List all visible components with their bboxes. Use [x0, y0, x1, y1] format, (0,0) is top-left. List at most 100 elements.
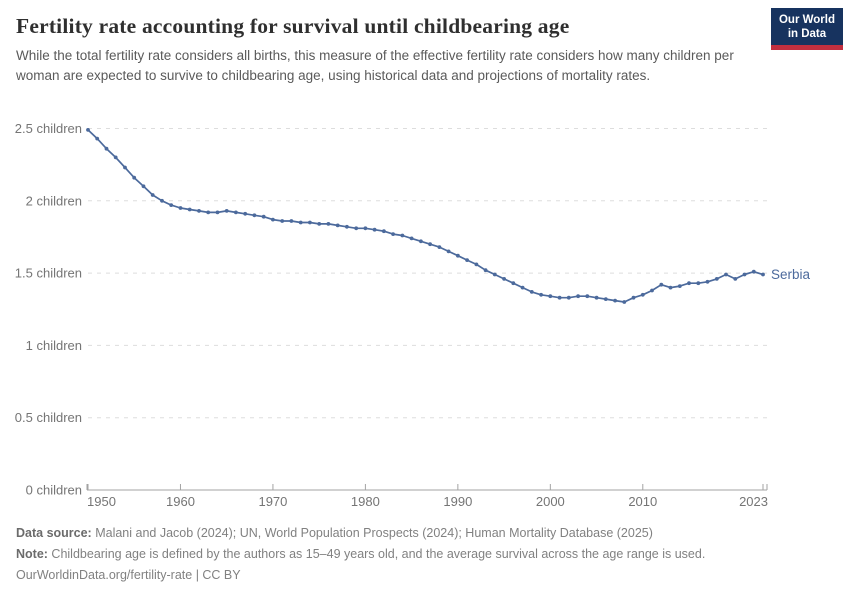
data-point[interactable] — [354, 226, 359, 231]
data-point[interactable] — [308, 220, 312, 225]
serbia-data-line[interactable] — [86, 128, 765, 304]
data-point[interactable] — [622, 300, 627, 304]
data-point[interactable] — [224, 209, 229, 213]
x-axis-tick-labels: 1950 1960 1970 1980 1990 2000 2010 2023 — [87, 494, 768, 509]
license-line: OurWorldinData.org/fertility-rate | CC B… — [16, 568, 241, 582]
data-point[interactable] — [724, 272, 728, 277]
data-point[interactable] — [557, 295, 562, 300]
data-source-label: Data source: — [16, 526, 92, 540]
data-point[interactable] — [751, 269, 756, 274]
data-point[interactable] — [742, 272, 747, 277]
y-tick-label: 1 children — [26, 338, 82, 353]
data-point[interactable] — [141, 184, 146, 189]
x-tick-label: 2000 — [536, 494, 565, 509]
data-point[interactable] — [104, 146, 109, 151]
data-point[interactable] — [215, 210, 220, 215]
data-point[interactable] — [520, 285, 525, 290]
serbia-label-text[interactable]: Serbia — [771, 267, 811, 282]
data-point[interactable] — [400, 233, 405, 238]
y-axis-tick-labels: 0 children 0.5 children 1 children 1.5 chil… — [15, 121, 82, 498]
data-point[interactable] — [326, 222, 331, 226]
data-point[interactable] — [594, 295, 599, 300]
data-point[interactable] — [261, 214, 266, 219]
data-point[interactable] — [640, 292, 645, 297]
data-point[interactable] — [631, 295, 636, 300]
data-point[interactable] — [437, 245, 442, 250]
owid-logo[interactable]: Our World in Data — [770, 8, 843, 50]
data-point[interactable] — [206, 210, 211, 215]
data-point[interactable] — [613, 298, 617, 303]
serbia-line[interactable] — [87, 129, 764, 303]
data-point[interactable] — [446, 249, 451, 254]
data-point[interactable] — [150, 193, 155, 197]
data-point[interactable] — [668, 285, 673, 290]
data-point[interactable] — [409, 236, 414, 241]
data-point[interactable] — [511, 281, 516, 286]
data-point[interactable] — [169, 203, 174, 207]
y-tick-label: 2.5 children — [15, 121, 82, 136]
data-point[interactable] — [492, 272, 497, 277]
owid-logo-line2: in Data — [787, 28, 827, 40]
data-point[interactable] — [243, 211, 248, 216]
data-point[interactable] — [178, 206, 183, 210]
data-point[interactable] — [345, 224, 349, 229]
data-point[interactable] — [271, 217, 275, 222]
data-point[interactable] — [566, 295, 571, 300]
data-point[interactable] — [86, 128, 90, 132]
data-point[interactable] — [585, 294, 590, 299]
data-point[interactable] — [289, 219, 294, 223]
serbia-entity-label[interactable]: Serbia — [771, 267, 811, 282]
data-point[interactable] — [677, 284, 682, 288]
data-point[interactable] — [761, 272, 765, 277]
chart-footer: Data source: Malani and Jacob (2024); UN… — [0, 515, 850, 586]
data-point[interactable] — [465, 258, 469, 262]
data-point[interactable] — [335, 223, 340, 228]
data-point[interactable] — [474, 262, 479, 267]
data-point[interactable] — [428, 242, 432, 247]
data-point[interactable] — [714, 277, 719, 281]
data-point[interactable] — [650, 288, 654, 293]
data-point[interactable] — [234, 210, 238, 215]
data-point[interactable] — [733, 277, 738, 281]
data-point[interactable] — [363, 226, 368, 231]
data-point[interactable] — [113, 155, 118, 160]
y-tick-label: 1.5 children — [15, 266, 82, 281]
data-point[interactable] — [187, 207, 192, 212]
data-point[interactable] — [483, 268, 488, 273]
data-point[interactable] — [123, 165, 127, 170]
owid-logo-line1: Our World — [778, 14, 835, 26]
data-point[interactable] — [298, 220, 303, 225]
page-title: Fertility rate accounting for survival u… — [16, 14, 570, 38]
chart-header: Fertility rate accounting for survival u… — [0, 0, 850, 112]
fertility-line-chart[interactable]: 0 children 0.5 children 1 children 1.5 chil… — [0, 112, 850, 510]
data-point[interactable] — [696, 281, 701, 286]
data-point[interactable] — [160, 198, 164, 203]
data-point[interactable] — [95, 136, 100, 141]
data-point[interactable] — [659, 282, 664, 287]
data-point[interactable] — [502, 277, 506, 281]
data-point[interactable] — [548, 294, 553, 299]
x-tick-label: 2023 — [739, 494, 768, 509]
data-point[interactable] — [419, 239, 423, 244]
note-line: Note: Childbearing age is defined by the… — [16, 544, 834, 565]
data-point[interactable] — [687, 281, 691, 286]
data-point[interactable] — [603, 297, 608, 301]
data-point[interactable] — [317, 222, 322, 226]
data-point[interactable] — [280, 219, 285, 223]
x-tick-label: 1960 — [166, 494, 195, 509]
data-point[interactable] — [529, 290, 534, 294]
data-point[interactable] — [705, 279, 710, 284]
data-point[interactable] — [456, 253, 460, 258]
data-point[interactable] — [576, 294, 580, 299]
note-label: Note: — [16, 547, 48, 561]
x-tick-label: 1970 — [258, 494, 287, 509]
data-point[interactable] — [391, 232, 395, 236]
data-point[interactable] — [132, 175, 137, 180]
data-point[interactable] — [372, 227, 377, 232]
data-point[interactable] — [252, 213, 257, 218]
data-point[interactable] — [382, 229, 386, 234]
x-tick-label: 2010 — [628, 494, 657, 509]
data-point[interactable] — [197, 209, 201, 213]
data-point[interactable] — [539, 292, 543, 297]
